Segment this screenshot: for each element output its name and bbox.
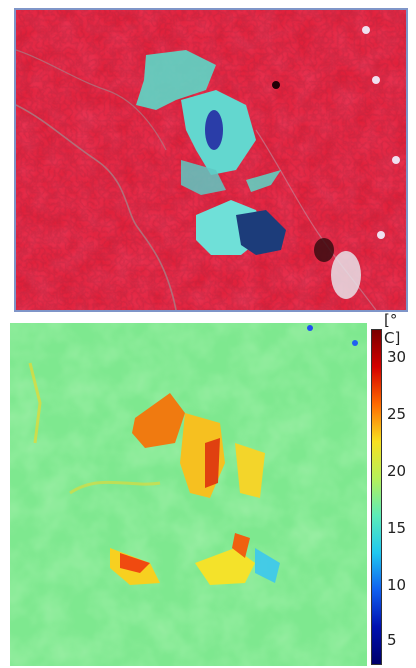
land-surface-temperature-map [10, 323, 367, 666]
colorbar-tick: 30 [387, 348, 407, 366]
colorbar-tick: 25 [387, 405, 407, 423]
colorbar-tick: 5 [387, 631, 397, 649]
temperature-colorbar [371, 329, 382, 665]
false-color-satellite-image [14, 8, 408, 312]
colorbar-tick: 15 [387, 519, 407, 537]
colorbar-tick: 20 [387, 462, 407, 480]
colorbar-unit-label: [° C] [384, 311, 401, 347]
colorbar-tick: 10 [387, 576, 407, 594]
